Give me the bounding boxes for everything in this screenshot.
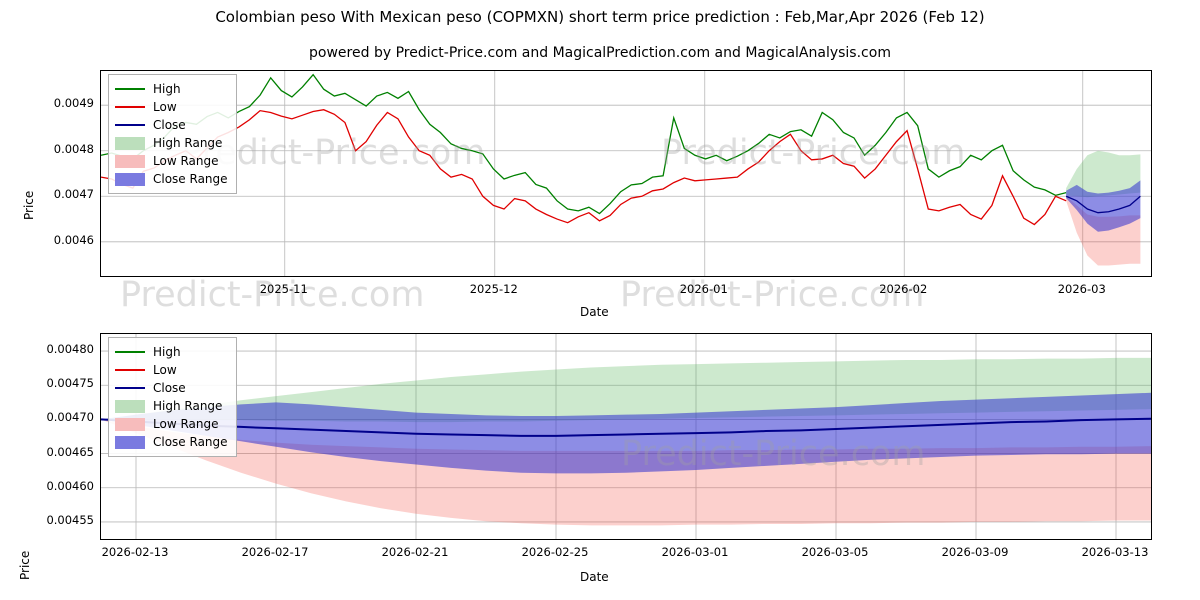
legend-label: Low Range [153, 417, 219, 431]
legend-label: Close [153, 118, 186, 132]
bottom-legend: High Low Close High Range Low Range Close Ran… [108, 337, 237, 457]
x-tick-label: 2026-01 [679, 282, 728, 296]
x-tick-label: 2026-03-09 [941, 545, 1009, 559]
x-tick-label: 2026-03-05 [801, 545, 869, 559]
legend-swatch-low-range [115, 417, 145, 431]
x-tick-label: 2026-02-21 [381, 545, 449, 559]
legend-label: High [153, 82, 181, 96]
y-tick-label: 0.00475 [46, 376, 94, 391]
bottom-plot-svg [101, 334, 1151, 539]
x-tick-label: 2026-03-13 [1081, 545, 1149, 559]
legend-swatch-low [115, 101, 145, 113]
legend-label: Low Range [153, 154, 219, 168]
y-tick-label: 0.00480 [46, 342, 94, 357]
bottom-x-axis-label: Date [580, 570, 609, 584]
legend-item-low: Low [115, 98, 228, 116]
legend-label: Low [153, 363, 177, 377]
legend-label: Close Range [153, 172, 228, 186]
y-tick-label: 0.00455 [46, 512, 94, 527]
y-tick-label: 0.0046 [53, 232, 94, 247]
page-title: Colombian peso With Mexican peso (COPMXN… [215, 8, 985, 26]
page-subtitle: powered by Predict-Price.com and Magical… [309, 45, 891, 61]
legend-item-close-range: Close Range [115, 170, 228, 188]
legend-swatch-high-range [115, 136, 145, 150]
x-tick-label: 2026-02 [879, 282, 928, 296]
x-tick-label: 2026-03-01 [661, 545, 729, 559]
legend-item-close: Close [115, 379, 228, 397]
legend-swatch-low-range [115, 154, 145, 168]
legend-item-low-range: Low Range [115, 152, 228, 170]
legend-swatch-high [115, 346, 145, 358]
y-tick-label: 0.0049 [53, 96, 94, 111]
legend-swatch-high-range [115, 399, 145, 413]
legend-label: Low [153, 100, 177, 114]
legend-label: Close [153, 381, 186, 395]
x-tick-label: 2026-03 [1057, 282, 1106, 296]
y-tick-label: 0.00465 [46, 444, 94, 459]
top-chart-panel: Price Predict-Price.com Predict-Price.co… [0, 60, 1200, 319]
top-plot-svg [101, 71, 1151, 276]
y-tick-label: 0.0048 [53, 141, 94, 156]
y-tick-label: 0.00460 [46, 478, 94, 493]
legend-item-high: High [115, 80, 228, 98]
legend-item-high-range: High Range [115, 397, 228, 415]
bottom-chart-panel: Price Predict-Price.com Date 0.00455 0.00… [0, 325, 1200, 600]
top-x-axis-label: Date [580, 305, 609, 319]
legend-swatch-close-range [115, 435, 145, 449]
legend-item-close: Close [115, 116, 228, 134]
legend-item-high: High [115, 343, 228, 361]
x-tick-label: 2026-02-17 [241, 545, 309, 559]
legend-swatch-high [115, 83, 145, 95]
top-y-axis-label: Price [22, 190, 36, 220]
legend-label: High Range [153, 136, 223, 150]
x-tick-label: 2025-12 [469, 282, 518, 296]
x-tick-label: 2026-02-13 [101, 545, 169, 559]
top-plot-area: Predict-Price.com Predict-Price.com [100, 70, 1152, 277]
x-tick-label: 2026-02-25 [521, 545, 589, 559]
legend-swatch-low [115, 364, 145, 376]
bottom-plot-area: Predict-Price.com [100, 333, 1152, 540]
y-tick-label: 0.0047 [53, 187, 94, 202]
legend-item-high-range: High Range [115, 134, 228, 152]
top-legend: High Low Close High Range Low Range Close Ran… [108, 74, 237, 194]
legend-item-low-range: Low Range [115, 415, 228, 433]
legend-swatch-close [115, 119, 145, 131]
legend-item-close-range: Close Range [115, 433, 228, 451]
bottom-y-axis-label: Price [18, 550, 32, 580]
legend-label: Close Range [153, 435, 228, 449]
legend-label: High [153, 345, 181, 359]
legend-item-low: Low [115, 361, 228, 379]
y-tick-label: 0.00470 [46, 410, 94, 425]
x-tick-label: 2025-11 [259, 282, 308, 296]
legend-swatch-close [115, 382, 145, 394]
legend-label: High Range [153, 399, 223, 413]
legend-swatch-close-range [115, 172, 145, 186]
